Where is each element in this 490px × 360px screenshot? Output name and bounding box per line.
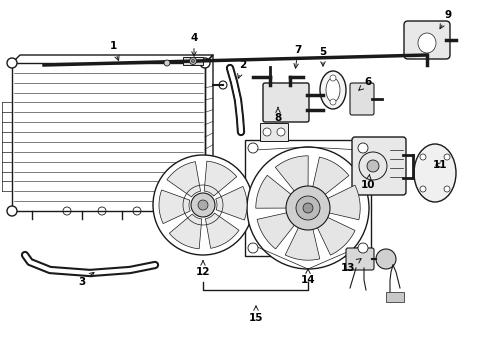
Circle shape xyxy=(296,196,320,220)
Text: 1: 1 xyxy=(109,41,119,60)
Circle shape xyxy=(420,154,426,160)
Bar xyxy=(260,123,288,141)
Text: 3: 3 xyxy=(78,273,94,287)
Circle shape xyxy=(376,249,396,269)
Text: 13: 13 xyxy=(341,258,361,273)
Circle shape xyxy=(153,155,253,255)
FancyBboxPatch shape xyxy=(352,137,406,195)
Text: 6: 6 xyxy=(359,77,371,90)
Text: 8: 8 xyxy=(274,107,282,123)
Wedge shape xyxy=(256,175,295,208)
Wedge shape xyxy=(315,215,355,255)
Wedge shape xyxy=(204,161,237,196)
Circle shape xyxy=(7,58,17,68)
Circle shape xyxy=(358,143,368,153)
Text: 12: 12 xyxy=(196,261,210,277)
Wedge shape xyxy=(275,156,308,195)
Text: 11: 11 xyxy=(433,160,447,170)
Text: 10: 10 xyxy=(361,174,375,190)
Text: 7: 7 xyxy=(294,45,302,68)
Circle shape xyxy=(190,58,196,64)
FancyBboxPatch shape xyxy=(350,83,374,115)
Circle shape xyxy=(191,193,215,217)
Circle shape xyxy=(164,60,170,66)
Bar xyxy=(12,63,205,211)
Text: 2: 2 xyxy=(238,60,246,78)
Text: 5: 5 xyxy=(319,47,327,66)
Circle shape xyxy=(192,59,195,63)
Circle shape xyxy=(198,200,208,210)
Circle shape xyxy=(248,143,258,153)
Circle shape xyxy=(263,128,271,136)
Ellipse shape xyxy=(414,144,456,202)
Circle shape xyxy=(330,99,336,105)
Ellipse shape xyxy=(418,33,436,53)
Text: 15: 15 xyxy=(249,306,263,323)
Ellipse shape xyxy=(320,71,346,109)
Circle shape xyxy=(358,243,368,253)
Wedge shape xyxy=(169,214,202,249)
Text: 4: 4 xyxy=(190,33,197,56)
Wedge shape xyxy=(285,222,320,260)
Bar xyxy=(386,292,404,302)
Circle shape xyxy=(330,75,336,81)
FancyBboxPatch shape xyxy=(263,83,309,122)
Circle shape xyxy=(200,58,210,68)
Wedge shape xyxy=(216,186,247,220)
Circle shape xyxy=(420,186,426,192)
Circle shape xyxy=(444,186,450,192)
Circle shape xyxy=(367,160,379,172)
FancyBboxPatch shape xyxy=(346,248,374,270)
Wedge shape xyxy=(312,157,349,198)
Ellipse shape xyxy=(326,78,340,102)
Wedge shape xyxy=(257,212,298,249)
Wedge shape xyxy=(322,185,360,220)
Circle shape xyxy=(248,243,258,253)
Circle shape xyxy=(444,154,450,160)
Circle shape xyxy=(7,206,17,216)
Wedge shape xyxy=(205,213,239,248)
Bar xyxy=(183,57,203,65)
Circle shape xyxy=(200,206,210,216)
Circle shape xyxy=(277,128,285,136)
Circle shape xyxy=(247,147,369,269)
Text: 14: 14 xyxy=(301,269,315,285)
Wedge shape xyxy=(159,190,190,224)
FancyBboxPatch shape xyxy=(404,21,450,59)
Wedge shape xyxy=(167,162,200,197)
Circle shape xyxy=(286,186,330,230)
Text: 9: 9 xyxy=(440,10,452,29)
Bar xyxy=(245,140,371,256)
Circle shape xyxy=(303,203,313,213)
